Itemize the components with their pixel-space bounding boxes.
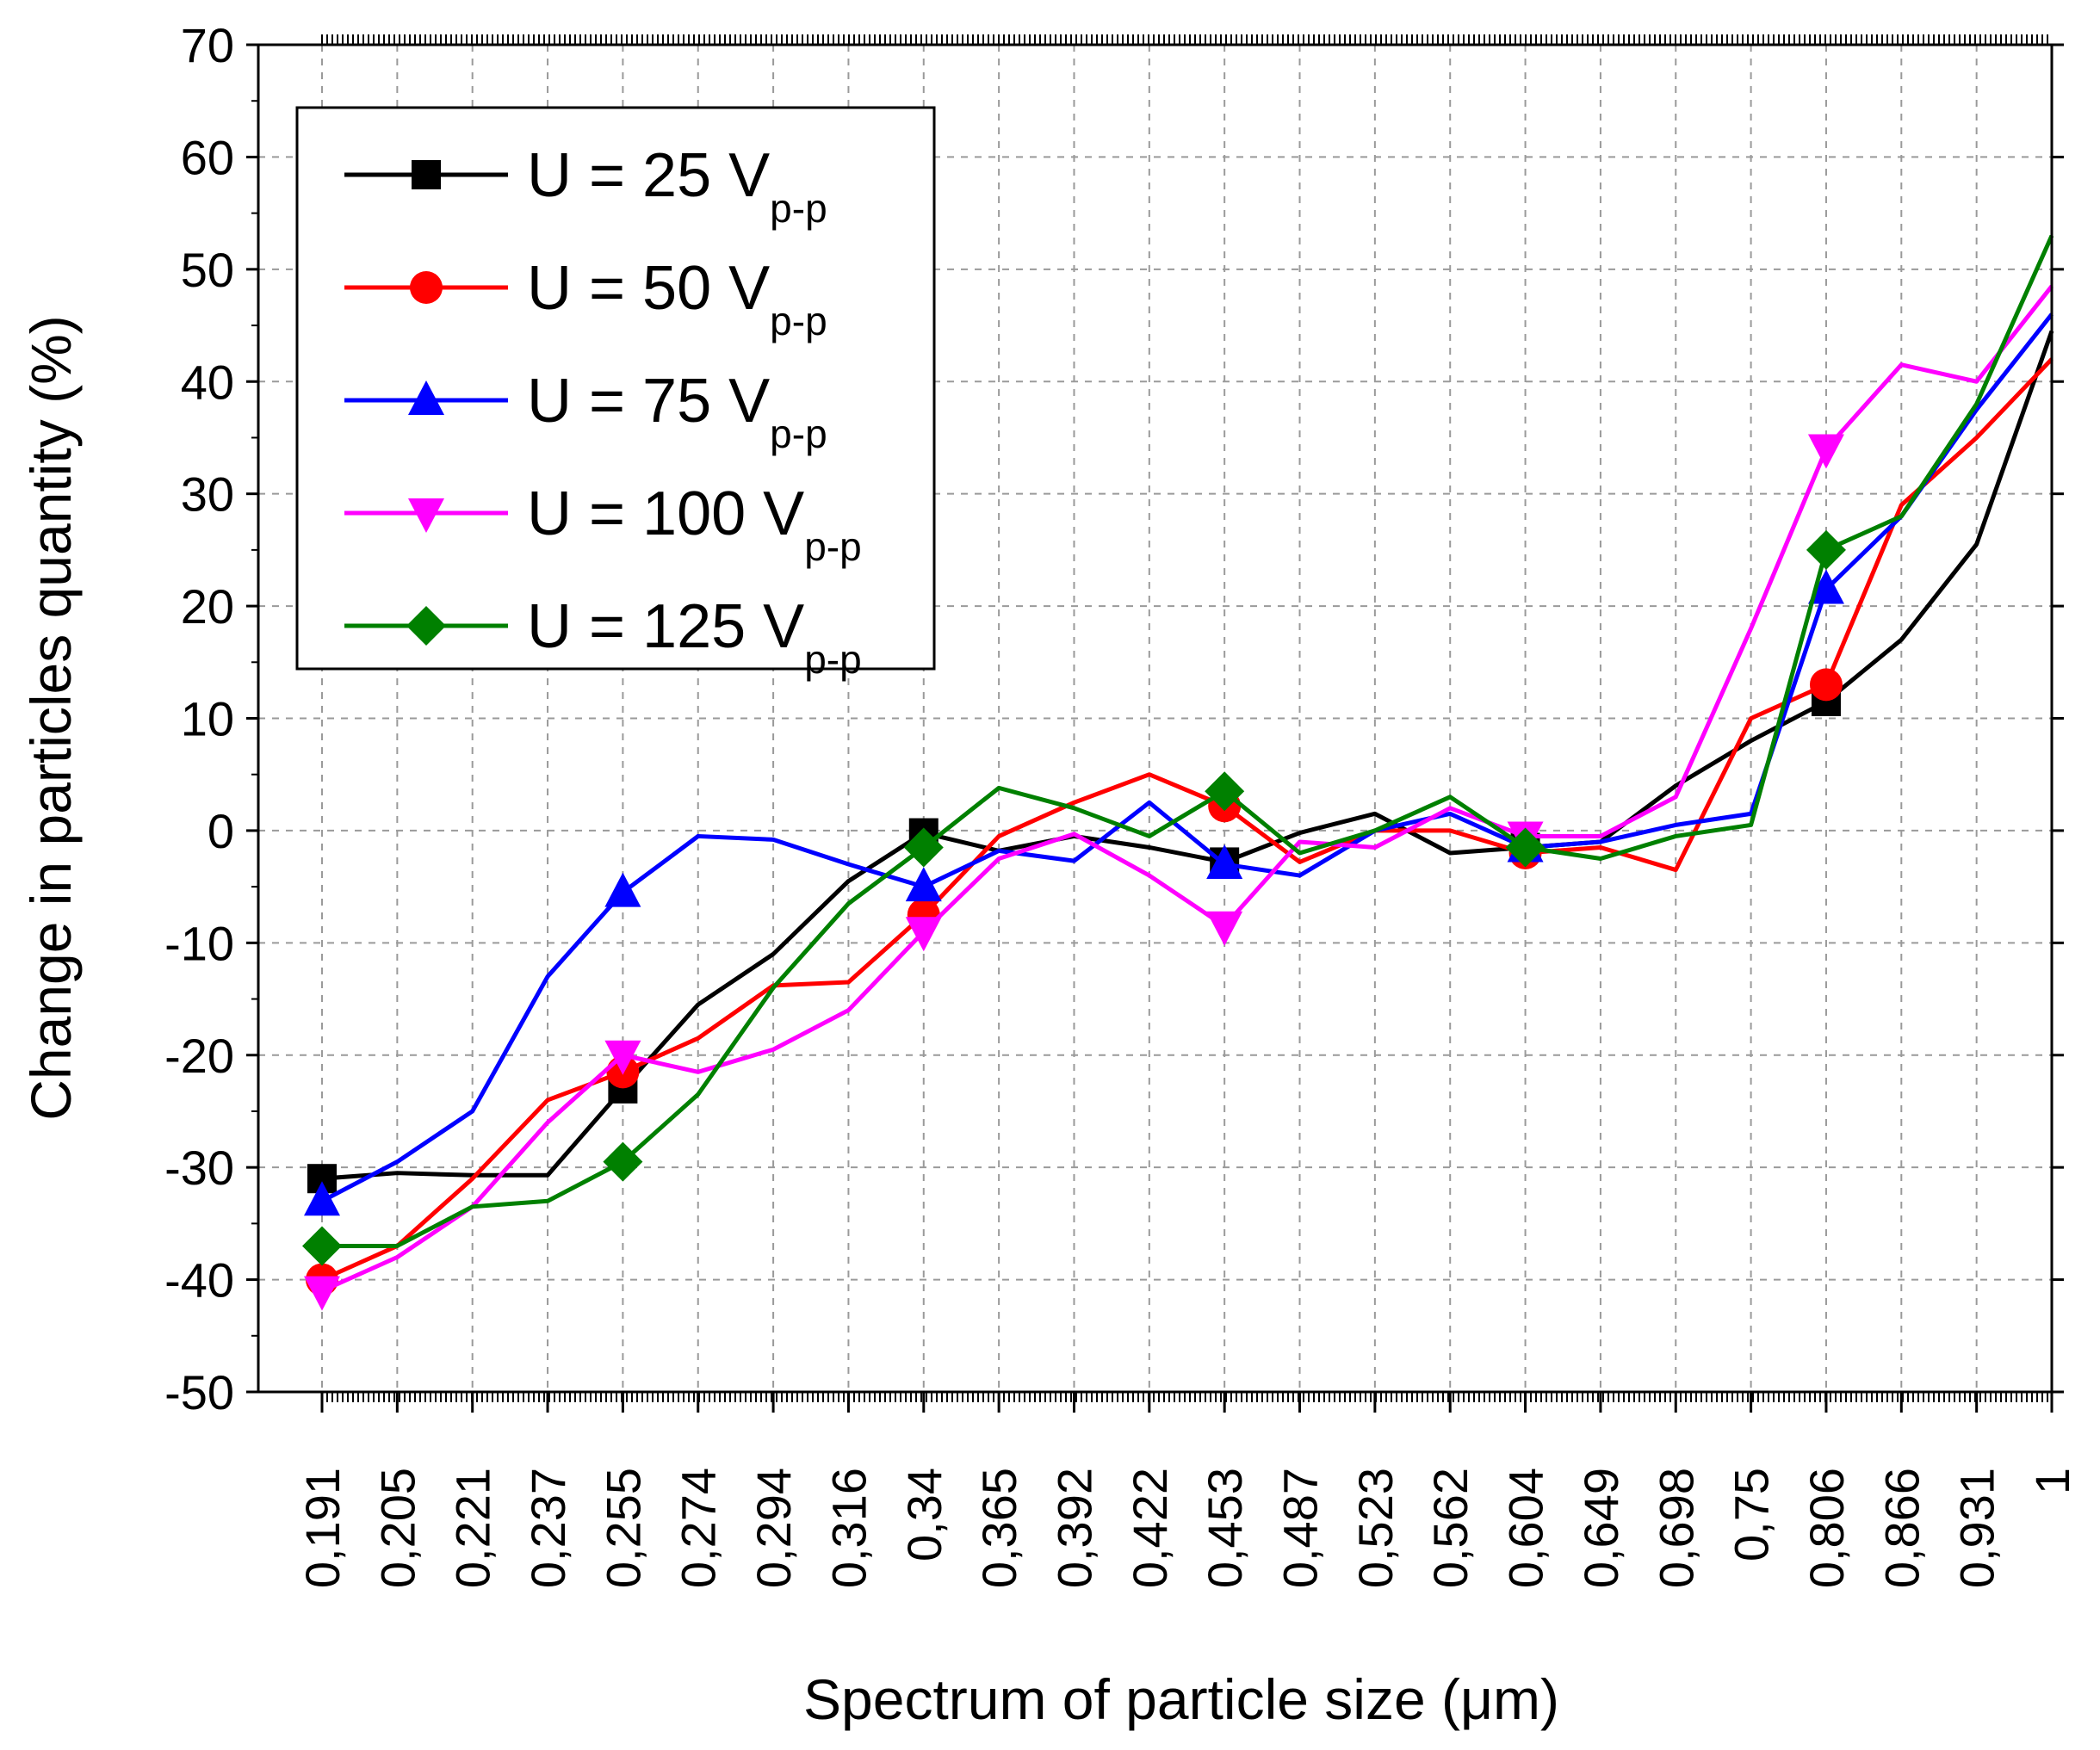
x-tick-label: 0,698 [1649, 1468, 1703, 1588]
data-point [1206, 844, 1243, 880]
y-tick-label: 10 [181, 692, 234, 746]
x-tick-label: 0,604 [1499, 1468, 1553, 1588]
legend-label-subscript: p-p [770, 411, 827, 456]
legend-marker [406, 606, 446, 646]
x-tick-label: 0,365 [972, 1468, 1026, 1588]
x-tick-label: 0,294 [746, 1468, 801, 1588]
x-tick-label: 1 [2025, 1468, 2079, 1494]
y-tick-label: 30 [181, 467, 234, 522]
series-5 [302, 234, 2054, 1266]
data-point [1806, 529, 1846, 570]
x-tick-label: 0,806 [1800, 1468, 1854, 1588]
legend-label-subscript: p-p [804, 524, 861, 569]
data-point [1807, 434, 1844, 469]
y-tick-label: -50 [164, 1365, 234, 1419]
axes: -50 -40 -30 -20 -10 0 10 20 30 40 50 60 70 0,191 0,205… [164, 18, 2079, 1588]
legend-marker [412, 160, 441, 189]
x-tick-label: 0,34 [897, 1468, 951, 1561]
x-tick-label: 0,316 [821, 1468, 876, 1588]
y-axis-title: Change in particles quantity (%) [19, 315, 83, 1120]
y-tick-label: 20 [181, 579, 234, 634]
data-point [903, 827, 944, 868]
y-tick-label: -30 [164, 1141, 234, 1195]
x-tick-label: 0,392 [1047, 1468, 1101, 1588]
legend-box [295, 106, 936, 671]
x-tick-label: 0,255 [596, 1468, 650, 1588]
minor-ticks [251, 34, 2048, 1402]
legend-marker [410, 271, 443, 304]
y-tick-label: 60 [181, 130, 234, 184]
x-tick-label: 0,237 [521, 1468, 575, 1588]
y-tick-label: 50 [181, 243, 234, 297]
x-tick-label: 0,75 [1725, 1468, 1779, 1561]
data-point [1205, 771, 1245, 812]
data-point [604, 1040, 641, 1075]
data-point [905, 867, 942, 902]
legend-label-subscript: p-p [770, 186, 827, 231]
x-tick-label: 0,453 [1198, 1468, 1252, 1588]
data-point [304, 1276, 340, 1311]
data-point [304, 1181, 340, 1216]
legend-marker [408, 380, 444, 415]
data-point [1505, 827, 1546, 868]
data-point [905, 917, 942, 952]
legend-label-subscript: p-p [804, 637, 861, 682]
x-axis-title: Spectrum of particle size (μm) [803, 1667, 1559, 1731]
x-tick-label: 0,205 [370, 1468, 424, 1588]
x-tick-label: 0,191 [295, 1468, 350, 1588]
x-tick-label: 0,422 [1123, 1468, 1177, 1588]
data-point [1206, 911, 1243, 946]
x-tick-label: 0,221 [446, 1468, 500, 1588]
series-group [302, 234, 2054, 1311]
data-point [603, 1141, 643, 1182]
x-tick-label: 0,562 [1423, 1468, 1477, 1588]
y-tick-label: -20 [164, 1029, 234, 1083]
x-tick-label: 0,931 [1950, 1468, 2004, 1588]
data-point [604, 872, 641, 907]
y-tick-label: 70 [181, 18, 234, 72]
data-point [302, 1226, 342, 1266]
y-tick-label: 0 [208, 804, 234, 858]
data-point [1809, 668, 1843, 702]
series-line [320, 284, 2054, 1293]
x-tick-label: 0,274 [672, 1468, 726, 1588]
y-tick-label: 40 [181, 355, 234, 409]
legend: U = 25 Vp-pU = 50 Vp-pU = 75 Vp-pU = 100… [295, 106, 936, 682]
x-tick-label: 0,866 [1874, 1468, 1929, 1588]
x-tick-label: 0,523 [1348, 1468, 1403, 1588]
y-tick-label: -40 [164, 1253, 234, 1308]
data-point [1807, 569, 1844, 604]
x-tick-label: 0,649 [1574, 1468, 1628, 1588]
legend-marker [408, 498, 444, 533]
legend-label-subscript: p-p [770, 299, 827, 343]
x-tick-label: 0,487 [1273, 1468, 1328, 1588]
y-tick-label: -10 [164, 916, 234, 970]
